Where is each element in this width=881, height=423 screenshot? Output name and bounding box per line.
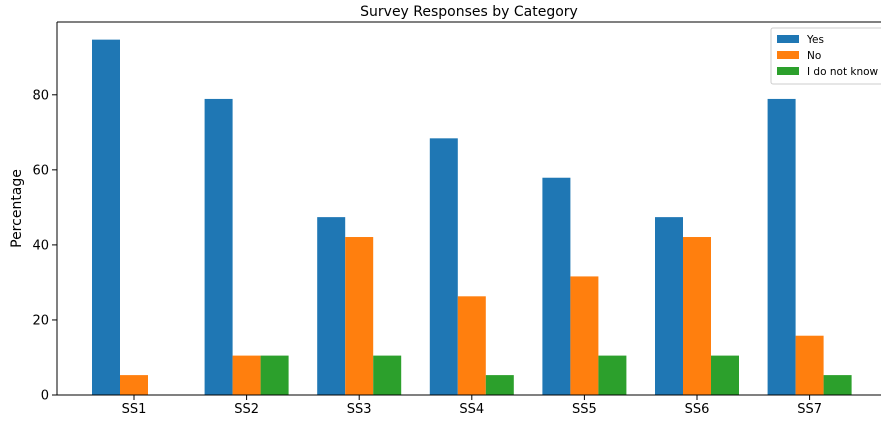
y-tick-label: 0 <box>41 389 49 404</box>
bar-no-ss6 <box>683 237 711 395</box>
bar-no-ss7 <box>795 335 824 395</box>
bar-yes-ss1 <box>92 39 120 395</box>
legend-swatch-i-do-not-know <box>777 67 799 75</box>
bar-no-ss4 <box>457 296 486 395</box>
y-axis-ticks: 0 20 40 60 80 <box>32 88 57 404</box>
y-tick-label: 80 <box>32 88 49 103</box>
bar-i-do-not-know-ss2 <box>260 355 289 395</box>
x-axis-ticks: SS1 SS2 SS3 SS4 SS5 SS6 SS7 <box>122 395 822 417</box>
bar-no-ss5 <box>570 276 599 395</box>
bar-no-ss1 <box>120 375 148 395</box>
legend-label: Yes <box>806 34 824 46</box>
bars-group <box>92 39 852 396</box>
bar-i-do-not-know-ss5 <box>598 355 627 395</box>
x-tick-label: SS7 <box>797 402 822 417</box>
y-tick-label: 40 <box>32 238 49 253</box>
chart-title: Survey Responses by Category <box>360 4 578 20</box>
axes-frame <box>56 21 881 396</box>
bar-no-ss2 <box>232 355 261 395</box>
x-tick-label: SS1 <box>122 402 147 417</box>
bar-no-ss3 <box>345 237 374 395</box>
y-axis-title: Percentage <box>9 169 25 248</box>
bar-i-do-not-know-ss3 <box>373 355 402 395</box>
bar-yes-ss7 <box>767 98 796 396</box>
bar-yes-ss4 <box>429 138 458 395</box>
legend-swatch-no <box>777 51 799 59</box>
legend: Yes No I do not know <box>770 27 881 85</box>
bar-yes-ss5 <box>542 177 571 395</box>
bar-i-do-not-know-ss7 <box>823 375 852 395</box>
bar-yes-ss2 <box>204 98 233 396</box>
y-tick-label: 60 <box>32 163 49 178</box>
legend-swatch-yes <box>777 35 799 43</box>
x-tick-label: SS2 <box>234 402 259 417</box>
bar-i-do-not-know-ss6 <box>711 355 739 395</box>
bar-i-do-not-know-ss4 <box>485 375 514 395</box>
bar-yes-ss6 <box>655 217 683 395</box>
x-tick-label: SS5 <box>572 402 597 417</box>
legend-label: No <box>807 50 821 62</box>
y-tick-label: 20 <box>32 313 49 328</box>
x-tick-label: SS6 <box>685 402 710 417</box>
x-tick-label: SS4 <box>459 402 484 417</box>
x-tick-label: SS3 <box>347 402 372 417</box>
bar-yes-ss3 <box>317 217 346 395</box>
legend-label: I do not know <box>807 66 879 78</box>
